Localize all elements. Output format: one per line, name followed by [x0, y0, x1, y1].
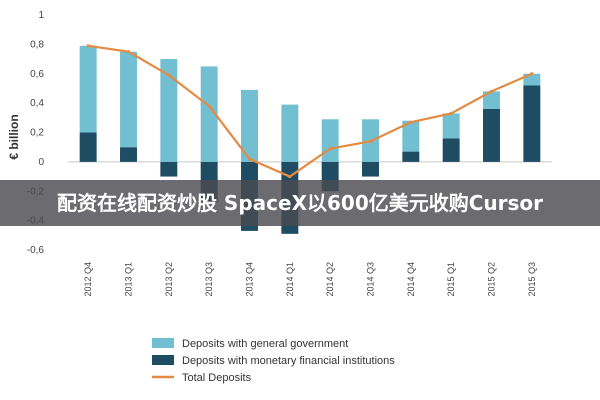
x-tick-label: 2015 Q1 — [446, 262, 456, 297]
bar-general-government — [442, 113, 460, 139]
x-tick-label: 2014 Q3 — [366, 262, 376, 297]
y-tick-label: 1 — [38, 10, 44, 21]
x-tick-label: 2013 Q3 — [204, 262, 214, 297]
bar-general-government — [281, 104, 299, 162]
x-tick-label: 2013 Q2 — [164, 262, 174, 297]
x-axis-ticks: 2012 Q4 2013 Q1 2013 Q2 2013 Q3 2013 Q4 2014 … — [83, 262, 537, 297]
total-deposits-point — [207, 104, 211, 108]
bar-general-government — [402, 120, 420, 152]
total-deposits-point — [368, 139, 373, 143]
y-tick-label: 0,4 — [30, 98, 44, 109]
total-line-group — [86, 44, 534, 179]
bar-monetary-institutions — [79, 132, 97, 162]
legend: Deposits with general government Deposits… — [152, 338, 395, 384]
bar-monetary-institutions — [523, 85, 541, 162]
bar-monetary-institutions — [160, 161, 178, 177]
total-deposits-point — [489, 89, 494, 93]
bar-general-government — [483, 91, 500, 109]
bar-general-government — [241, 89, 258, 162]
total-deposits-point — [409, 120, 413, 124]
bar-general-government — [200, 66, 218, 162]
legend-entry: Total Deposits — [182, 372, 252, 384]
total-deposits-point — [167, 73, 171, 77]
total-deposits-point — [126, 50, 131, 54]
x-tick-label: 2015 Q3 — [527, 262, 537, 297]
legend-entry: Deposits with general government — [182, 338, 348, 350]
x-tick-label: 2014 Q1 — [285, 262, 295, 297]
bar-monetary-institutions — [483, 109, 500, 162]
bar-general-government — [79, 45, 97, 133]
y-tick-label: 0,6 — [30, 69, 44, 80]
total-deposits-point — [530, 72, 534, 76]
bar-monetary-institutions — [442, 138, 460, 162]
bar-general-government — [321, 119, 339, 162]
bar-general-government — [523, 73, 541, 86]
total-deposits-point — [247, 157, 252, 161]
bar-general-government — [160, 59, 178, 162]
total-deposits-point — [449, 111, 453, 116]
y-tick-label: -0,6 — [27, 245, 45, 256]
bar-monetary-institutions — [402, 151, 420, 162]
total-deposits-line — [88, 44, 533, 178]
y-axis-label: € billion — [7, 114, 21, 159]
legend-swatch — [152, 338, 174, 348]
y-tick-label: 0,8 — [30, 39, 44, 50]
x-tick-label: 2013 Q1 — [124, 262, 134, 297]
x-tick-label: 2013 Q4 — [245, 262, 255, 297]
y-tick-label: 0,2 — [30, 128, 44, 139]
y-tick-label: 0 — [38, 157, 44, 168]
x-tick-label: 2015 Q2 — [487, 262, 497, 297]
x-tick-label: 2014 Q2 — [325, 262, 335, 297]
total-deposits-point — [86, 44, 90, 48]
x-tick-label: 2014 Q4 — [406, 262, 416, 297]
total-deposits-point — [288, 174, 292, 179]
bar-general-government — [120, 51, 137, 148]
legend-entry: Deposits with monetary financial institu… — [182, 355, 395, 367]
legend-swatch — [152, 355, 174, 365]
total-deposits-point — [328, 147, 332, 151]
bar-monetary-institutions — [120, 147, 137, 162]
bar-monetary-institutions — [362, 161, 379, 177]
x-tick-label: 2012 Q4 — [83, 262, 93, 297]
headline-banner: 配资在线配资炒股 SpaceX以600亿美元收购Cursor — [0, 180, 600, 226]
